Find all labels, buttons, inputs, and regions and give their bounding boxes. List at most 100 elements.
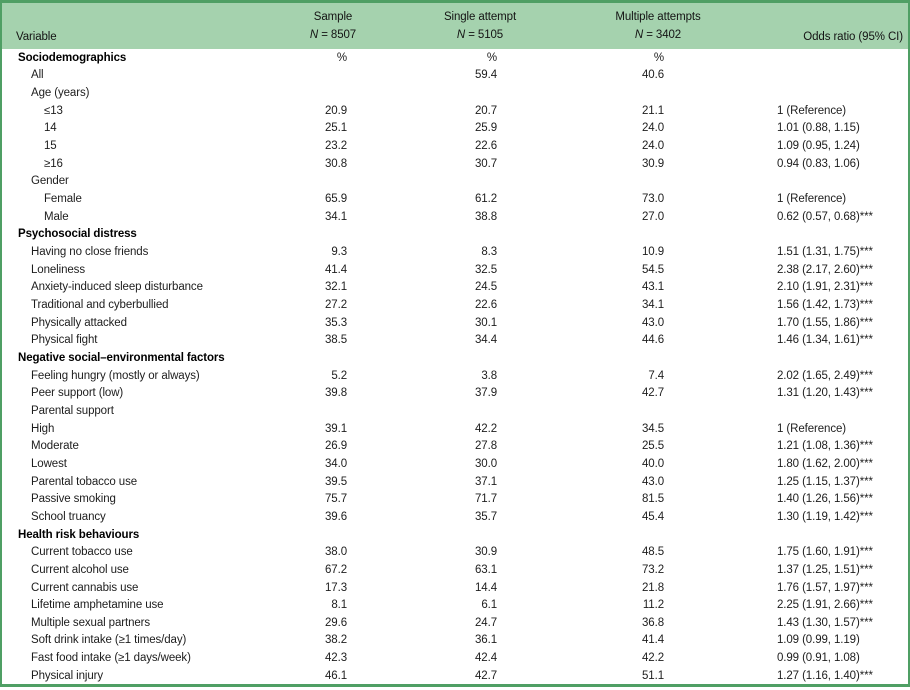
cell-single-percent: 59.4: [475, 69, 497, 82]
table-row: Lowest 34.0 30.0 40.0 1.80 (1.62, 2.00)*…: [2, 455, 908, 473]
cell-single-percent: 61.2: [475, 193, 497, 206]
cell-sample-percent: 38.0: [325, 546, 347, 559]
cell-odds-ratio: 0.62 (0.57, 0.68)***: [777, 210, 873, 223]
cell-odds-ratio: 1.31 (1.20, 1.43)***: [777, 387, 873, 400]
cell-single-percent: 8.3: [481, 246, 497, 259]
cell-single-percent: 24.7: [475, 616, 497, 629]
cell-multiple-percent: 10.9: [642, 246, 664, 259]
table-row: Physically attacked 35.3 30.1 43.0 1.70 …: [2, 314, 908, 332]
cell-multiple-percent: 40.0: [642, 457, 664, 470]
cell-sample-percent: 34.1: [325, 210, 347, 223]
cell-odds-ratio: 1.75 (1.60, 1.91)***: [777, 546, 873, 559]
column-header-sample-n: N = 8507: [309, 29, 357, 41]
table-row: Lifetime amphetamine use 8.1 6.1 11.2 2.…: [2, 596, 908, 614]
cell-multiple-percent: 24.0: [642, 122, 664, 135]
cell-variable: Negative social–environmental factors: [18, 351, 225, 364]
column-header-sample-label: Sample: [313, 11, 353, 23]
cell-variable: Having no close friends: [31, 246, 149, 259]
table-row: Negative social–environmental factors: [2, 349, 908, 367]
cell-sample-percent: 39.1: [325, 422, 347, 435]
cell-odds-ratio: 1.56 (1.42, 1.73)***: [777, 299, 873, 312]
table-row: Traditional and cyberbullied 27.2 22.6 3…: [2, 296, 908, 314]
cell-single-percent: 6.1: [481, 599, 497, 612]
cell-variable: 14: [44, 122, 57, 135]
table-row: 14 25.1 25.9 24.0 1.01 (0.88, 1.15): [2, 120, 908, 138]
cell-single-percent: 24.5: [475, 281, 497, 294]
table-row: Anxiety-induced sleep disturbance 32.1 2…: [2, 279, 908, 297]
cell-sample-percent: 26.9: [325, 440, 347, 453]
cell-sample-percent: 23.2: [325, 140, 347, 153]
cell-variable: School truancy: [31, 510, 106, 523]
table-row: 15 23.2 22.6 24.0 1.09 (0.95, 1.24): [2, 137, 908, 155]
cell-variable: 15: [44, 140, 57, 153]
cell-multiple-percent: 54.5: [642, 263, 664, 276]
cell-sample-percent: 34.0: [325, 457, 347, 470]
cell-sample-percent: 25.1: [325, 122, 347, 135]
cell-variable: Female: [44, 193, 82, 206]
column-header-multiple-n: N = 3402: [634, 29, 682, 41]
column-header-odds-ratio: Odds ratio (95% CI): [803, 31, 903, 43]
cell-sample-percent: 9.3: [331, 246, 347, 259]
cell-sample-percent: 39.8: [325, 387, 347, 400]
cell-single-percent: 35.7: [475, 510, 497, 523]
cell-multiple-percent: 43.0: [642, 316, 664, 329]
cell-sample-percent: 17.3: [325, 581, 347, 594]
cell-single-percent: 22.6: [475, 140, 497, 153]
cell-single-percent: 71.7: [475, 493, 497, 506]
column-header-multiple-attempts: Multiple attempts N = 3402: [615, 8, 700, 44]
table-header-band: Variable Sample N = 8507 Single attempt …: [2, 3, 908, 49]
cell-sample-percent: 38.5: [325, 334, 347, 347]
cell-multiple-percent: 41.4: [642, 634, 664, 647]
cell-variable: Fast food intake (≥1 days/week): [31, 652, 191, 665]
cell-multiple-percent: 7.4: [648, 369, 664, 382]
cell-variable: Anxiety-induced sleep disturbance: [31, 281, 203, 294]
cell-odds-ratio: 1.76 (1.57, 1.97)***: [777, 581, 873, 594]
cell-variable: Physical injury: [31, 669, 103, 682]
table-row: Physical fight 38.5 34.4 44.6 1.46 (1.34…: [2, 332, 908, 350]
cell-single-percent: 22.6: [475, 299, 497, 312]
cell-multiple-percent: 27.0: [642, 210, 664, 223]
table-row: Fast food intake (≥1 days/week) 42.3 42.…: [2, 649, 908, 667]
cell-variable: Physical fight: [31, 334, 98, 347]
table-row: Psychosocial distress: [2, 226, 908, 244]
cell-multiple-percent: 45.4: [642, 510, 664, 523]
cell-sample-percent: 29.6: [325, 616, 347, 629]
table-row: School truancy 39.6 35.7 45.4 1.30 (1.19…: [2, 508, 908, 526]
cell-variable: High: [31, 422, 55, 435]
cell-variable: Gender: [31, 175, 69, 188]
cell-variable: Age (years): [31, 87, 90, 100]
cell-odds-ratio: 0.94 (0.83, 1.06): [777, 157, 860, 170]
cell-sample-percent: 5.2: [331, 369, 347, 382]
cell-sample-percent: 38.2: [325, 634, 347, 647]
cell-variable: Passive smoking: [31, 493, 116, 506]
cell-odds-ratio: 2.10 (1.91, 2.31)***: [777, 281, 873, 294]
cell-variable: Current alcohol use: [31, 563, 129, 576]
cell-variable: Psychosocial distress: [18, 228, 137, 241]
column-header-multiple-label: Multiple attempts: [615, 11, 701, 23]
cell-single-percent: 42.2: [475, 422, 497, 435]
cell-variable: Sociodemographics: [18, 51, 127, 64]
column-header-sample: Sample N = 8507: [310, 8, 356, 44]
cell-sample-percent: %: [336, 51, 347, 64]
cell-sample-percent: 65.9: [325, 193, 347, 206]
cell-single-percent: 34.4: [475, 334, 497, 347]
cell-sample-percent: 30.8: [325, 157, 347, 170]
cell-sample-percent: 39.6: [325, 510, 347, 523]
cell-sample-percent: 41.4: [325, 263, 347, 276]
table-row: Gender: [2, 173, 908, 191]
cell-single-percent: 36.1: [475, 634, 497, 647]
table-row: Passive smoking 75.7 71.7 81.5 1.40 (1.2…: [2, 490, 908, 508]
cell-multiple-percent: 44.6: [642, 334, 664, 347]
cell-variable: Current cannabis use: [31, 581, 139, 594]
cell-odds-ratio: 1.37 (1.25, 1.51)***: [777, 563, 873, 576]
cell-multiple-percent: 51.1: [642, 669, 664, 682]
table-row: Moderate 26.9 27.8 25.5 1.21 (1.08, 1.36…: [2, 437, 908, 455]
cell-odds-ratio: 1.40 (1.26, 1.56)***: [777, 493, 873, 506]
cell-variable: Current tobacco use: [31, 546, 133, 559]
table-row: Having no close friends 9.3 8.3 10.9 1.5…: [2, 243, 908, 261]
cell-single-percent: %: [486, 51, 497, 64]
cell-single-percent: 32.5: [475, 263, 497, 276]
table-row: Peer support (low) 39.8 37.9 42.7 1.31 (…: [2, 384, 908, 402]
cell-variable: All: [31, 69, 44, 82]
